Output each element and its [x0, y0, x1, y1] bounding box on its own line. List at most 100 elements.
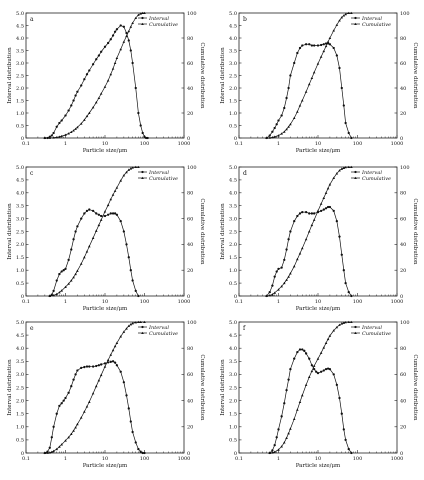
data-point-interval	[113, 361, 117, 364]
x-tick-label: 1000	[178, 299, 191, 305]
data-point-interval	[137, 447, 140, 451]
data-point-cumulative	[271, 136, 274, 139]
data-point-cumulative	[69, 279, 73, 282]
data-point-interval	[335, 383, 338, 387]
legend-marker-cumulative	[354, 331, 357, 334]
data-point-cumulative	[94, 384, 98, 388]
data-point-cumulative	[119, 47, 123, 51]
data-point-interval	[301, 44, 304, 47]
data-point-cumulative	[94, 101, 98, 104]
data-point-interval	[298, 348, 302, 351]
data-point-cumulative	[143, 320, 146, 324]
data-point-interval	[127, 39, 130, 42]
data-point-interval	[76, 369, 79, 372]
data-point-cumulative	[332, 176, 336, 180]
data-point-interval	[131, 279, 134, 282]
legend-entry: Cumulative	[362, 176, 391, 182]
data-point-interval	[97, 364, 101, 367]
data-point-cumulative	[282, 281, 286, 285]
data-point-interval	[67, 391, 70, 394]
data-point-interval	[58, 404, 61, 407]
data-point-cumulative	[328, 36, 332, 40]
data-point-interval	[285, 248, 288, 251]
legend-marker-cumulative	[141, 22, 144, 25]
data-point-cumulative	[111, 67, 115, 70]
data-point-cumulative	[271, 451, 274, 454]
data-point-cumulative	[273, 291, 276, 294]
x-axis-label: Particle size/μm	[296, 463, 341, 469]
data-point-interval	[115, 213, 119, 216]
data-point-cumulative	[91, 236, 95, 239]
data-point-cumulative	[316, 62, 320, 65]
data-point-interval	[324, 207, 328, 210]
data-point-cumulative	[292, 417, 296, 420]
data-point-cumulative	[72, 275, 75, 279]
data-point-interval	[298, 212, 302, 215]
x-tick-label: 0.1	[22, 141, 30, 147]
y2-tick-label: 80	[187, 191, 193, 197]
data-point-interval	[83, 212, 86, 215]
y-tick-label: 0.5	[229, 438, 237, 444]
legend-marker-interval	[141, 170, 144, 174]
data-point-interval	[91, 63, 95, 66]
data-point-cumulative	[326, 186, 330, 190]
y-tick-label: 0	[21, 136, 24, 142]
chart-panel-c: c 0 0.5 1.0 1.5 2.0 2.5 3.0 3.5 4.0 4.5 5.0 0 20 40 60 8…	[7, 165, 205, 312]
y-tick-label: 0.5	[229, 123, 237, 129]
y-tick-label: 4.5	[229, 23, 237, 29]
y2-tick-label: 40	[187, 398, 193, 404]
y-tick-label: 4.0	[229, 191, 237, 197]
y-tick-label: 1.0	[16, 268, 24, 274]
legend-entry: Cumulative	[149, 176, 178, 182]
y-tick-label: 1.5	[229, 412, 237, 418]
data-point-cumulative	[111, 193, 115, 196]
data-point-interval	[139, 124, 142, 127]
y-tick-label: 0.5	[229, 281, 237, 287]
data-point-cumulative	[292, 265, 296, 268]
y-tick-label: 2.0	[229, 242, 237, 248]
data-point-cumulative	[58, 291, 61, 294]
y2-tick-label: 0	[400, 294, 403, 300]
data-point-cumulative	[127, 324, 131, 327]
data-point-cumulative	[335, 172, 339, 175]
y-tick-label: 3.0	[16, 216, 24, 222]
data-point-cumulative	[134, 165, 138, 169]
data-point-interval	[64, 267, 67, 271]
data-point-cumulative	[115, 56, 119, 60]
y-tick-label: 2.0	[16, 242, 24, 248]
data-point-cumulative	[292, 116, 296, 120]
y-tick-label: 2.0	[229, 398, 237, 404]
data-point-cumulative	[316, 209, 320, 212]
data-point-interval	[134, 441, 137, 444]
data-point-cumulative	[328, 334, 332, 337]
data-point-interval	[83, 365, 86, 369]
y-tick-label: 4.0	[229, 346, 237, 352]
data-point-interval	[62, 399, 65, 402]
data-point-cumulative	[134, 16, 138, 20]
data-point-interval	[328, 368, 332, 371]
y2-axis-label: Cumulative distribution	[412, 198, 418, 265]
legend-marker-cumulative	[354, 22, 357, 25]
x-tick-label: 1	[64, 456, 67, 462]
y-tick-label: 0	[21, 294, 24, 300]
data-point-interval	[287, 86, 290, 90]
y-axis-label: Interval distribution	[220, 203, 226, 260]
y2-tick-label: 60	[187, 372, 193, 378]
x-tick-label: 1000	[178, 141, 191, 147]
legend-entry: Interval	[361, 16, 382, 22]
data-point-interval	[304, 211, 308, 214]
data-point-cumulative	[134, 321, 138, 324]
panel-label: a	[30, 16, 34, 23]
data-point-cumulative	[48, 451, 52, 454]
data-point-interval	[109, 212, 112, 215]
data-point-interval	[308, 43, 311, 46]
data-point-interval	[139, 450, 142, 453]
x-tick-label: 10	[315, 456, 321, 462]
data-point-cumulative	[125, 34, 128, 38]
data-point-interval	[310, 212, 314, 215]
x-axis-label: Particle size/μm	[83, 463, 128, 469]
data-point-cumulative	[87, 400, 91, 403]
data-point-cumulative	[127, 168, 131, 171]
data-point-interval	[313, 44, 316, 47]
data-point-cumulative	[119, 335, 123, 338]
